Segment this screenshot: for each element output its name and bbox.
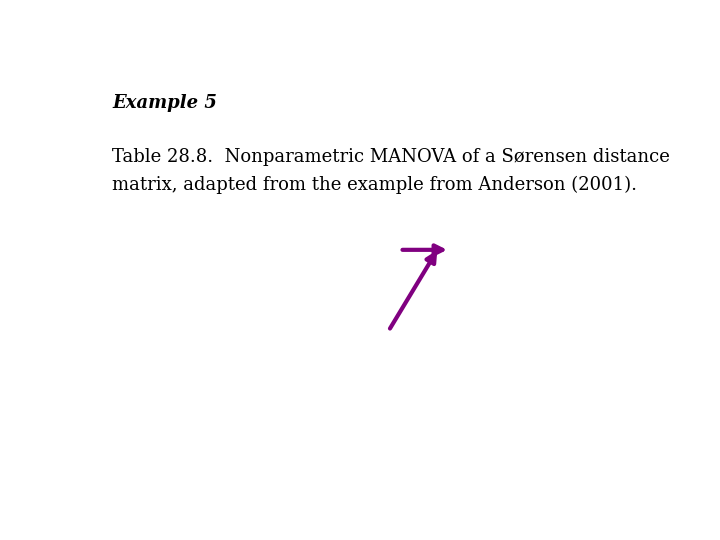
Text: Table 28.8.  Nonparametric MANOVA of a Sørensen distance: Table 28.8. Nonparametric MANOVA of a Sø… xyxy=(112,148,670,166)
Text: matrix, adapted from the example from Anderson (2001).: matrix, adapted from the example from An… xyxy=(112,176,637,194)
Text: Example 5: Example 5 xyxy=(112,94,217,112)
